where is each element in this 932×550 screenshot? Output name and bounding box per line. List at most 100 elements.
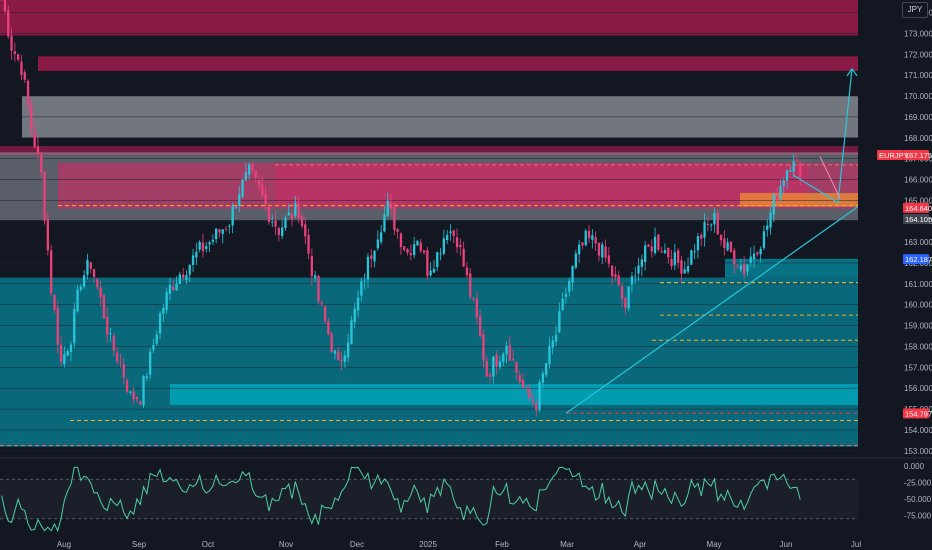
y-tick-label: 165.000 <box>904 196 932 205</box>
candle-body <box>610 265 614 277</box>
candle-body <box>389 202 393 209</box>
candle-body <box>251 163 254 171</box>
candle-body <box>574 253 578 268</box>
candle-body <box>488 374 492 377</box>
candle-body <box>515 361 518 373</box>
candle-body <box>455 237 459 248</box>
candle-body <box>548 345 551 365</box>
x-tick-label: Jul <box>851 540 861 549</box>
candle-body <box>601 244 604 258</box>
y-tick-label: 159.000 <box>904 322 932 331</box>
candle-body <box>594 237 597 244</box>
candle-body <box>346 342 350 358</box>
candle-body <box>792 161 795 172</box>
candle-body <box>49 250 53 294</box>
candle-body <box>208 242 211 245</box>
oscillator-tick-label: 0.000 <box>904 462 925 471</box>
candle-body <box>525 388 528 390</box>
candle-body <box>23 72 26 80</box>
symbol-tag-label: EURJPY <box>879 151 909 160</box>
candle-body <box>739 265 743 270</box>
candle-body <box>66 351 69 356</box>
candle-body <box>561 298 564 311</box>
candle-body <box>700 234 703 239</box>
candle-body <box>92 269 96 278</box>
x-tick-label: Jun <box>780 540 793 549</box>
candle-body <box>482 334 485 361</box>
candle-body <box>676 250 680 263</box>
candle-body <box>205 246 208 250</box>
candle-body <box>713 212 716 225</box>
candle-body <box>244 172 248 181</box>
candle-body <box>10 35 13 51</box>
candle-body <box>363 280 366 282</box>
candle-body <box>412 244 416 256</box>
candle-body <box>119 362 122 364</box>
candle-body <box>762 231 766 248</box>
candle-body <box>112 335 116 351</box>
candle-body <box>181 274 185 278</box>
candle-body <box>779 186 782 199</box>
currency-label[interactable]: JPY <box>902 2 928 18</box>
candle-body <box>59 344 63 363</box>
candle-body <box>650 246 653 252</box>
candle-body <box>36 146 40 155</box>
candle-body <box>340 359 343 362</box>
candle-body <box>287 212 290 216</box>
candle-body <box>228 226 231 227</box>
candle-body <box>723 238 726 248</box>
candle-body <box>782 180 785 186</box>
candle-body <box>142 376 145 406</box>
candle-body <box>667 247 670 258</box>
candle-body <box>581 242 584 246</box>
candle-body <box>746 264 749 272</box>
candle-body <box>20 61 23 75</box>
price-tag-label: 167.175 <box>905 151 932 160</box>
candle-body <box>99 287 102 298</box>
candle-body <box>449 231 452 234</box>
candle-body <box>294 202 297 217</box>
candle-body <box>327 321 330 335</box>
candle-body <box>310 256 314 277</box>
candle-body <box>89 262 92 269</box>
y-tick-label: 170.000 <box>904 92 932 101</box>
candle-body <box>82 275 86 287</box>
candle-body <box>152 344 155 350</box>
candle-body <box>300 216 304 226</box>
oscillator-band <box>0 479 858 519</box>
candle-body <box>706 224 710 225</box>
candle-body <box>277 228 281 235</box>
candle-body <box>145 376 149 379</box>
candle-body <box>558 311 561 333</box>
y-tick-label: 161.000 <box>904 280 932 289</box>
candle-body <box>33 130 36 148</box>
demand-zone-right <box>725 258 858 278</box>
y-tick-label: 157.000 <box>904 363 932 372</box>
candle-body <box>749 256 752 263</box>
candle-body <box>568 281 571 292</box>
x-tick-label: 2025 <box>419 540 437 549</box>
candle-body <box>69 344 73 352</box>
x-tick-label: Feb <box>495 540 509 549</box>
candle-body <box>436 252 439 268</box>
y-tick-label: 154.000 <box>904 426 932 435</box>
candle-body <box>673 252 677 266</box>
candle-body <box>617 275 620 285</box>
candle-body <box>759 248 762 255</box>
candle-body <box>323 306 327 322</box>
candle-body <box>541 373 545 383</box>
candle-body <box>158 313 162 334</box>
candle-body <box>766 225 769 230</box>
candle-body <box>172 286 175 290</box>
candle-body <box>733 250 736 265</box>
candle-body <box>102 295 106 319</box>
projection-path <box>793 68 853 204</box>
candle-body <box>307 235 310 254</box>
candle-body <box>634 275 637 277</box>
candle-body <box>125 380 129 392</box>
x-tick-label: Mar <box>560 540 574 549</box>
candle-body <box>799 162 802 178</box>
candle-body <box>518 375 521 383</box>
candle-body <box>663 249 667 254</box>
